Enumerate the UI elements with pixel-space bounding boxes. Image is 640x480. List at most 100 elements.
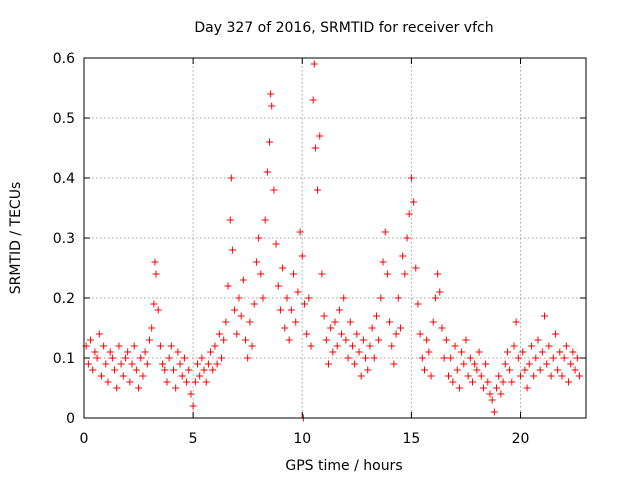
x-tick-label: 0 xyxy=(80,431,89,447)
data-point xyxy=(499,378,507,386)
data-point xyxy=(106,348,114,356)
data-point xyxy=(562,342,570,350)
y-tick-label: 0.6 xyxy=(53,51,75,67)
x-tick-label: 5 xyxy=(189,431,198,447)
data-point xyxy=(510,342,518,350)
data-point xyxy=(154,306,162,314)
data-point xyxy=(541,312,549,320)
data-point xyxy=(259,294,267,302)
data-point xyxy=(159,360,167,368)
data-point xyxy=(447,354,455,362)
y-tick-label: 0 xyxy=(66,411,75,427)
data-point xyxy=(475,348,483,356)
data-point xyxy=(239,276,247,284)
data-point xyxy=(152,270,160,278)
data-point xyxy=(545,342,553,350)
data-point xyxy=(431,294,439,302)
data-point xyxy=(458,348,466,356)
data-point xyxy=(351,360,359,368)
data-point xyxy=(266,138,274,146)
data-point xyxy=(174,348,182,356)
data-point xyxy=(388,342,396,350)
data-point xyxy=(124,348,132,356)
data-point xyxy=(370,354,378,362)
data-point xyxy=(272,240,280,248)
data-point xyxy=(420,366,428,374)
data-point xyxy=(486,390,494,398)
data-point xyxy=(300,300,308,308)
y-tick-label: 0.3 xyxy=(53,231,75,247)
data-point xyxy=(228,246,236,254)
data-point xyxy=(193,360,201,368)
data-point xyxy=(298,252,306,260)
data-point xyxy=(209,366,217,374)
data-point xyxy=(95,330,103,338)
data-point xyxy=(196,372,204,380)
data-point xyxy=(425,348,433,356)
data-point xyxy=(189,402,197,410)
data-points xyxy=(82,60,583,422)
data-point xyxy=(91,348,99,356)
data-point xyxy=(244,354,252,362)
data-point xyxy=(471,360,479,368)
data-point xyxy=(156,342,164,350)
data-point xyxy=(222,318,230,326)
data-point xyxy=(377,294,385,302)
data-point xyxy=(113,384,121,392)
data-point xyxy=(333,342,341,350)
data-point xyxy=(115,342,123,350)
data-point xyxy=(218,354,226,362)
data-point xyxy=(359,336,367,344)
data-point xyxy=(246,318,254,326)
data-point xyxy=(414,300,422,308)
data-point xyxy=(517,372,525,380)
data-point xyxy=(292,318,300,326)
data-point xyxy=(508,378,516,386)
y-axis: 0 0.1 0.2 0.3 0.4 0.5 0.6 xyxy=(53,51,586,427)
data-point xyxy=(477,372,485,380)
data-point xyxy=(503,348,511,356)
data-point xyxy=(285,336,293,344)
data-point xyxy=(290,270,298,278)
data-point xyxy=(473,366,481,374)
data-point xyxy=(512,318,520,326)
data-point xyxy=(176,360,184,368)
data-point xyxy=(250,300,258,308)
y-tick-label: 0.4 xyxy=(53,171,75,187)
data-point xyxy=(353,330,361,338)
data-point xyxy=(87,336,95,344)
data-point xyxy=(100,342,108,350)
data-point xyxy=(235,294,243,302)
data-point xyxy=(224,282,232,290)
x-tick-label: 15 xyxy=(402,431,420,447)
data-point xyxy=(276,306,284,314)
data-point xyxy=(525,360,533,368)
data-point xyxy=(128,360,136,368)
data-point xyxy=(514,354,522,362)
data-point xyxy=(303,330,311,338)
data-point xyxy=(506,366,514,374)
data-point xyxy=(401,270,409,278)
data-point xyxy=(137,354,145,362)
data-point xyxy=(464,372,472,380)
data-point xyxy=(416,330,424,338)
data-point xyxy=(484,378,492,386)
data-point xyxy=(429,318,437,326)
data-point xyxy=(307,342,315,350)
data-point xyxy=(497,390,505,398)
data-point xyxy=(355,348,363,356)
data-point xyxy=(130,342,138,350)
data-point xyxy=(482,360,490,368)
data-point xyxy=(532,354,540,362)
data-point xyxy=(169,366,177,374)
data-point xyxy=(530,372,538,380)
data-point xyxy=(231,306,239,314)
data-point xyxy=(423,336,431,344)
data-point xyxy=(93,354,101,362)
data-point xyxy=(410,198,418,206)
data-point xyxy=(150,300,158,308)
data-point xyxy=(549,354,557,362)
data-point xyxy=(527,342,535,350)
data-point xyxy=(556,348,564,356)
